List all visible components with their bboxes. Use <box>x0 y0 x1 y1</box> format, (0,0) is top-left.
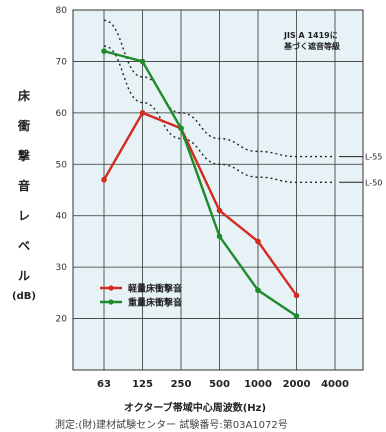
plot-area <box>72 9 364 371</box>
x-tick-label: 63 <box>97 379 111 390</box>
data-point <box>178 125 184 132</box>
y-tick-label: 70 <box>56 57 68 67</box>
y-axis-label-char: ル <box>17 269 30 283</box>
standard-annotation-line-2: 基づく遮音等級 <box>284 42 340 51</box>
measurement-footer: 測定:(財)建材試験センター 試験番号:第03A1072号 <box>55 420 288 431</box>
series-line <box>102 111 298 297</box>
legend-marker <box>108 285 114 291</box>
reference-curve <box>103 19 335 158</box>
y-tick-label: 40 <box>56 212 68 222</box>
reference-curve <box>103 45 335 183</box>
x-tick-label: 2000 <box>283 379 311 390</box>
data-point <box>139 110 146 116</box>
y-axis-label-char: 衝 <box>17 119 30 133</box>
legend-label: 重量床衝撃音 <box>128 297 182 309</box>
y-tick-label: 50 <box>56 160 68 170</box>
y-tick-label: 30 <box>56 263 68 273</box>
x-tick-label: 125 <box>132 379 153 390</box>
data-point <box>293 292 300 299</box>
data-point <box>216 207 223 214</box>
y-tick-label: 80 <box>56 6 68 16</box>
x-tick-label: 250 <box>171 379 192 390</box>
grid <box>73 9 363 370</box>
reference-curve-label: L-50 <box>365 178 382 187</box>
x-tick-labels: 63 125 250 500 1000 2000 4000 <box>97 379 349 390</box>
y-axis-label-char: 床 <box>17 89 30 103</box>
y-tick-label: 20 <box>56 315 68 325</box>
reference-curve-label: L-55 <box>365 153 382 162</box>
y-tick-label: 60 <box>56 109 68 119</box>
legend-marker <box>108 299 114 305</box>
y-tick-labels: 20 30 40 50 60 70 80 <box>56 6 68 325</box>
data-point <box>293 313 300 319</box>
legend-label: 軽量床衝撃音 <box>128 283 182 295</box>
x-tick-label: 1000 <box>244 379 272 390</box>
y-axis-label-char: ベ <box>17 239 30 253</box>
x-tick-label: 4000 <box>321 379 349 390</box>
x-axis-label: オクターブ帯域中心周波数(Hz) <box>123 403 267 414</box>
data-point <box>216 233 223 240</box>
standard-annotation: JIS A 1419に 基づく遮音等級 <box>284 30 374 52</box>
data-point <box>101 176 107 183</box>
y-axis-unit: (dB) <box>12 291 36 302</box>
data-point <box>101 48 107 54</box>
series-line <box>103 49 298 317</box>
data-point <box>139 58 146 65</box>
y-axis-label-char: レ <box>17 209 30 223</box>
y-axis-label-char: 撃 <box>17 149 30 163</box>
standard-annotation-line-1: JIS A 1419に <box>284 31 338 40</box>
data-point <box>255 287 261 294</box>
data-point <box>255 238 261 245</box>
x-tick-label: 500 <box>209 379 230 390</box>
y-axis-label-char: 音 <box>17 179 30 193</box>
reference-curves: L-55 L-50 <box>103 19 382 187</box>
data-series <box>101 48 300 319</box>
